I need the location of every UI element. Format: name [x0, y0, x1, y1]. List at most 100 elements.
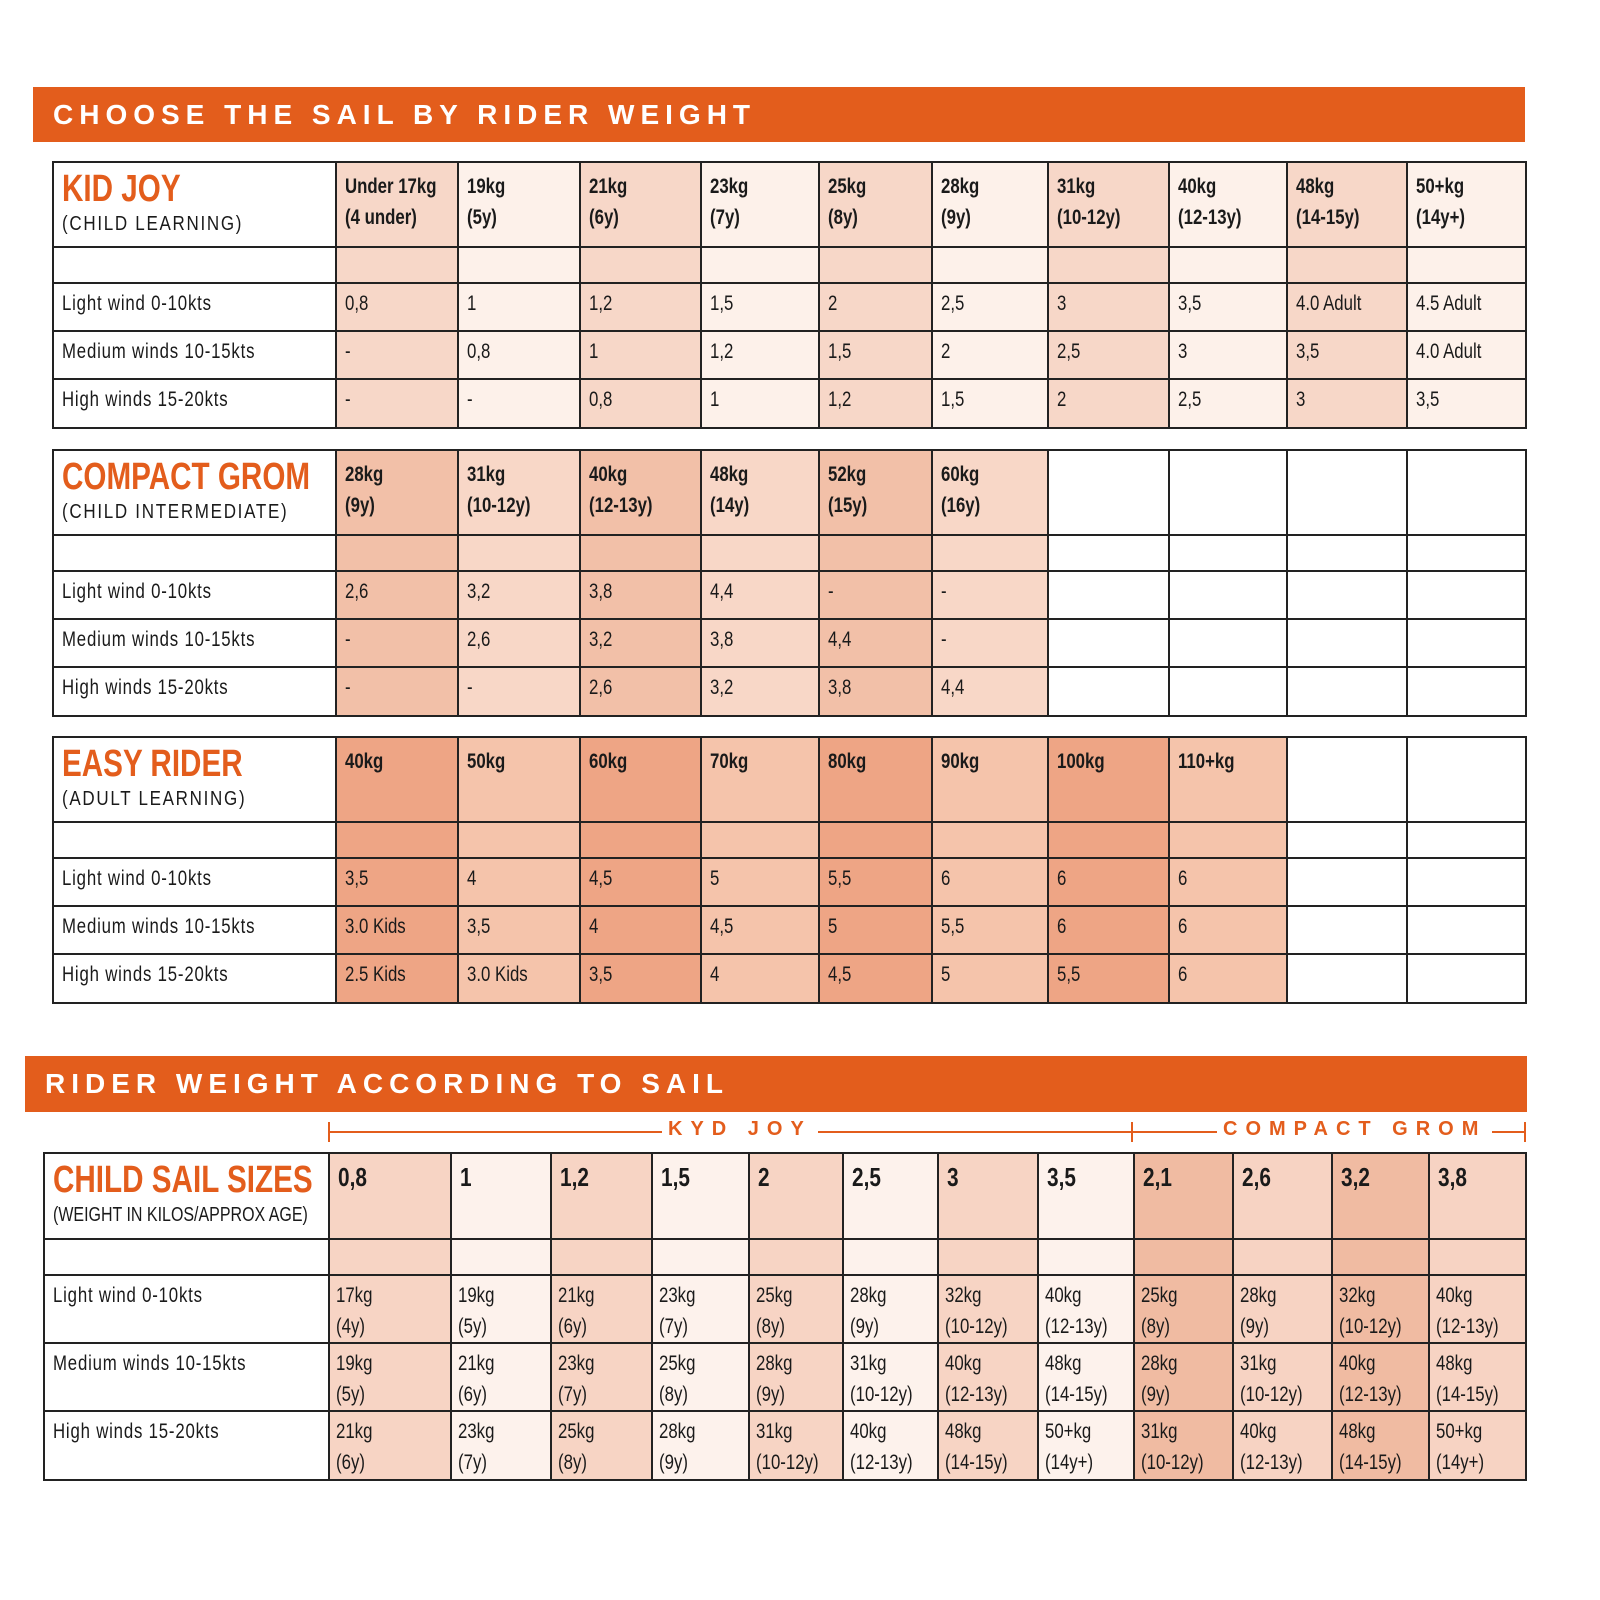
rider-weight-text: 32kg	[945, 1284, 982, 1307]
sail-size-value: 1,2	[828, 388, 852, 411]
sail-size-cell: 4,4	[931, 666, 1049, 717]
rider-weight-text: (12-13y)	[1240, 1451, 1303, 1474]
banner-title: CHOOSE THE SAIL BY RIDER WEIGHT	[53, 98, 757, 130]
rider-weight-text: (7y)	[558, 1383, 587, 1406]
rider-weight-cell: 40kg (12-13y)	[937, 1342, 1039, 1412]
sail-size-cell: 3	[1286, 378, 1408, 429]
spacer-cell	[937, 1238, 1039, 1276]
wind-label: High winds 15-20kts	[53, 1420, 220, 1443]
sail-size-cell: -	[335, 666, 459, 717]
sail-size-value: 0,8	[589, 388, 613, 411]
weight-header-cell: 60kg	[579, 736, 702, 823]
wind-label-cell: Light wind 0-10kts	[43, 1274, 330, 1344]
sail-size-cell: 5	[931, 953, 1049, 1004]
sail-size-cell: 1	[700, 378, 820, 429]
spacer-cell	[1168, 534, 1288, 572]
sail-size-cell: 3,2	[700, 666, 820, 717]
rider-weight-text: 32kg	[1339, 1284, 1376, 1307]
weight-header-text: (15y)	[828, 494, 868, 517]
rider-weight-text: 23kg	[458, 1420, 495, 1443]
weight-header-text: (9y)	[345, 494, 375, 517]
sail-size-cell	[1406, 666, 1527, 717]
sail-size-value: 2	[1057, 388, 1067, 411]
weight-header-cell: 28kg (9y)	[335, 449, 459, 536]
wind-label: Medium winds 10-15kts	[53, 1352, 247, 1375]
rider-weight-cell: 40kg (12-13y)	[842, 1410, 939, 1481]
sail-size-cell: 1,2	[579, 282, 702, 332]
sail-size-cell: 6	[931, 857, 1049, 907]
wind-label-cell: High winds 15-20kts	[52, 666, 337, 717]
weight-header-text: 40kg	[1178, 175, 1217, 198]
sail-size-cell: 3,5	[335, 857, 459, 907]
weight-header-text: (14y+)	[1416, 206, 1466, 229]
sail-size-cell	[1406, 953, 1527, 1004]
rider-weight-text: 28kg	[756, 1352, 793, 1375]
spacer-cell	[700, 821, 820, 859]
spacer-cell	[328, 1238, 452, 1276]
weight-header-text: 21kg	[589, 175, 628, 198]
rider-weight-text: (12-13y)	[1339, 1383, 1402, 1406]
spacer-cell	[1428, 1238, 1527, 1276]
sail-size-header: 1,5	[661, 1162, 690, 1192]
sail-size-value: 6	[1178, 867, 1188, 890]
wind-label: High winds 15-20kts	[62, 388, 229, 411]
weight-header-text: 100kg	[1057, 750, 1105, 773]
sail-size-value: 1,2	[710, 340, 734, 363]
wind-row: Light wind 0-10kts 3,5 4 4,5 5 5,5 6 6 6	[52, 857, 1527, 907]
sail-size-cell: 2	[1047, 378, 1170, 429]
weight-header-cell: 48kg (14y)	[700, 449, 820, 536]
sail-table-kid-joy: KID JOY (CHILD LEARNING) Under 17kg (4 unde…	[52, 161, 1527, 429]
weight-header-cell: 19kg (5y)	[457, 161, 581, 248]
spacer-cell	[1133, 1238, 1234, 1276]
sail-size-value: 4,5	[710, 915, 734, 938]
spacer-cell	[700, 246, 820, 284]
sail-size-header-cell: 3,2	[1331, 1152, 1430, 1240]
wind-label-cell: Medium winds 10-15kts	[52, 330, 337, 380]
sail-size-cell: 3,2	[457, 570, 581, 620]
weight-header-text: (12-13y)	[1178, 206, 1242, 229]
sail-size-cell: -	[335, 618, 459, 668]
spacer-cell	[818, 821, 933, 859]
sail-size-cell: 1,5	[818, 330, 933, 380]
sail-size-value: 3	[1178, 340, 1188, 363]
rider-weight-text: 48kg	[1339, 1420, 1376, 1443]
weight-header-cell: 40kg (12-13y)	[579, 449, 702, 536]
sail-size-cell	[1406, 570, 1527, 620]
wind-label: Medium winds 10-15kts	[62, 628, 256, 651]
sail-size-cell: 4,5	[700, 905, 820, 955]
spacer-cell	[335, 246, 459, 284]
rider-weight-text: (12-13y)	[1436, 1315, 1499, 1338]
weight-header-cell: 25kg (8y)	[818, 161, 933, 248]
wind-label-cell: High winds 15-20kts	[43, 1410, 330, 1481]
header-row: CHILD SAIL SIZES (WEIGHT IN KILOS/APPROX …	[43, 1152, 1527, 1240]
rider-weight-text: 25kg	[659, 1352, 696, 1375]
header-row: KID JOY (CHILD LEARNING) Under 17kg (4 unde…	[52, 161, 1527, 248]
spacer-cell	[931, 821, 1049, 859]
sail-size-value: 4	[467, 867, 477, 890]
sail-size-header: 3	[947, 1162, 959, 1192]
sail-size-header: 2,1	[1143, 1162, 1172, 1192]
header-row: COMPACT GROM (CHILD INTERMEDIATE) 28kg (9y)…	[52, 449, 1527, 536]
sail-size-value: 3,8	[710, 628, 734, 651]
group-bracket-kyd-joy: KYD JOY	[328, 1118, 1133, 1142]
weight-header-text: 28kg	[345, 463, 384, 486]
sail-size-value: 3,5	[1416, 388, 1440, 411]
wind-row: Light wind 0-10kts 2,6 3,2 3,8 4,4 - -	[52, 570, 1527, 620]
sail-size-value: 3,5	[1178, 292, 1202, 315]
sail-size-value: 3,5	[345, 867, 369, 890]
sail-size-value: 6	[1057, 867, 1067, 890]
rider-weight-cell: 50+kg (14y+)	[1037, 1410, 1135, 1481]
spacer-cell	[1047, 534, 1170, 572]
rider-weight-cell: 21kg (6y)	[328, 1410, 452, 1481]
sail-size-value: 5,5	[1057, 963, 1081, 986]
sail-size-cell: 3,5	[1286, 330, 1408, 380]
spacer-cell	[1047, 821, 1170, 859]
weight-header-text: 110+kg	[1178, 750, 1235, 773]
rider-weight-cell: 28kg (9y)	[651, 1410, 750, 1481]
rider-weight-text: 40kg	[1045, 1284, 1082, 1307]
sail-size-cell: 2,5	[1047, 330, 1170, 380]
spacer-cell	[43, 1238, 330, 1276]
rider-weight-text: (10-12y)	[756, 1451, 819, 1474]
sail-size-cell: 1,2	[700, 330, 820, 380]
rider-weight-text: 23kg	[659, 1284, 696, 1307]
